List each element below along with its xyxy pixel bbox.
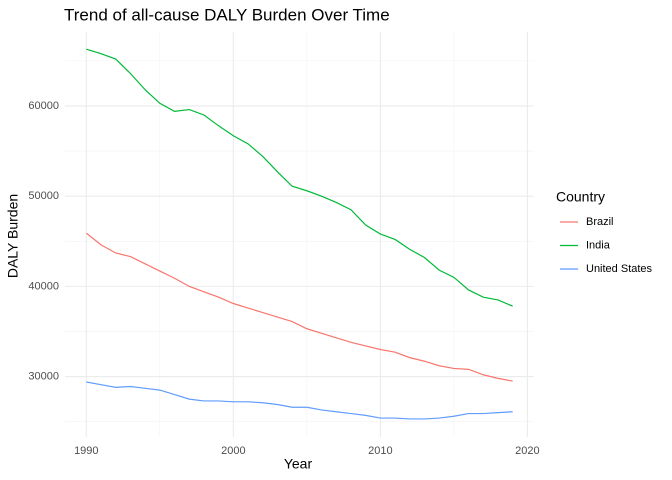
legend-label: United States bbox=[586, 263, 653, 275]
x-tick-label: 2020 bbox=[515, 445, 539, 457]
series-line bbox=[86, 48, 513, 307]
y-tick-label: 60000 bbox=[28, 100, 59, 112]
x-axis-label: Year bbox=[284, 456, 313, 472]
y-tick-label: 50000 bbox=[28, 190, 59, 202]
y-tick-label: 40000 bbox=[28, 280, 59, 292]
lines bbox=[85, 48, 513, 420]
legend-label: Brazil bbox=[586, 216, 614, 228]
y-tick-label: 30000 bbox=[28, 370, 59, 382]
x-tick-label: 2000 bbox=[221, 445, 245, 457]
series-line bbox=[86, 381, 513, 420]
y-axis-label: DALY Burden bbox=[5, 194, 21, 278]
chart-title: Trend of all-cause DALY Burden Over Time bbox=[64, 5, 390, 24]
legend-title: Country bbox=[556, 189, 605, 205]
x-tick-label: 2010 bbox=[368, 445, 392, 457]
series-line bbox=[85, 232, 513, 382]
legend-label: India bbox=[586, 239, 611, 251]
grid bbox=[65, 32, 534, 437]
x-tick-label: 1990 bbox=[74, 445, 98, 457]
